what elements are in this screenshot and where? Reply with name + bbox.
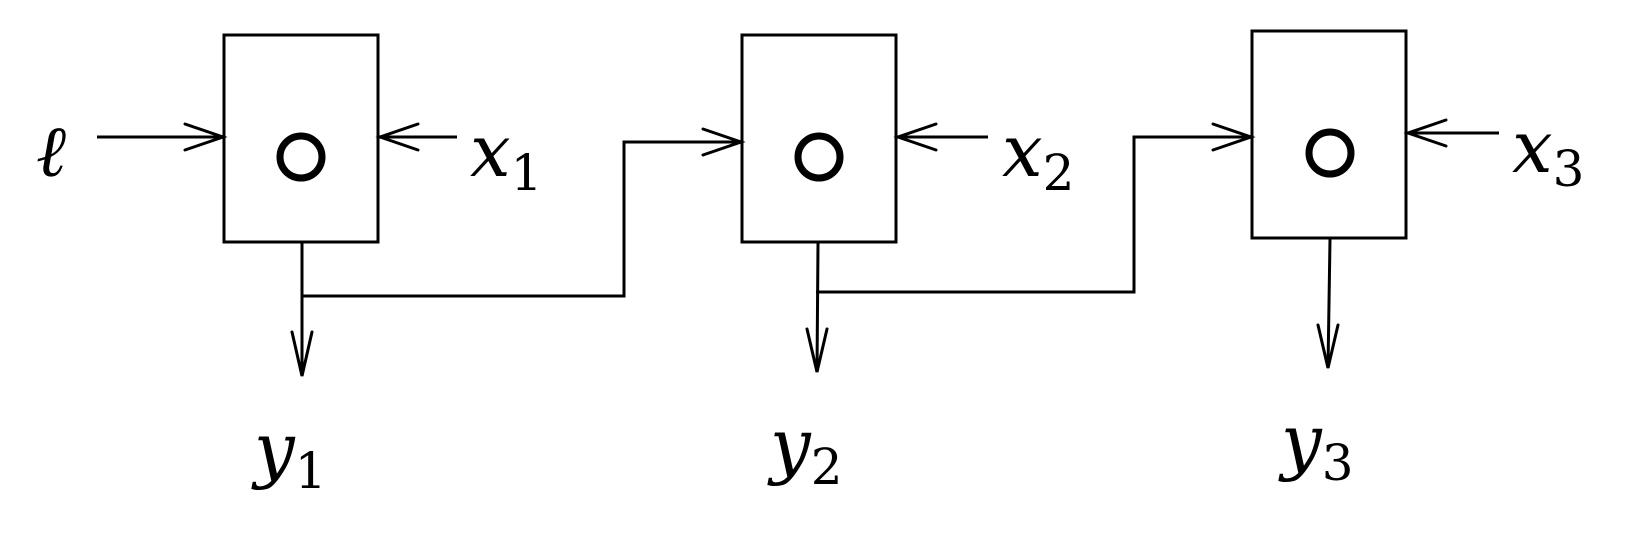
open-arrowhead-icon — [893, 122, 938, 152]
input-x3-arrow — [1403, 118, 1499, 148]
label-y1-symbol: y — [251, 407, 296, 491]
label-y2: y2 — [767, 403, 843, 496]
label-x2: x2 — [1002, 109, 1074, 202]
label-x3: x3 — [1512, 105, 1584, 198]
circle-ring-icon — [1305, 128, 1355, 178]
label-x3-subscript: 3 — [1553, 140, 1585, 198]
open-arrowhead-icon — [375, 122, 420, 152]
link-block2-to-block3 — [816, 122, 1256, 294]
open-arrowhead-icon — [290, 330, 314, 377]
label-y3-subscript: 3 — [1322, 434, 1354, 492]
label-x2-subscript: 2 — [1043, 144, 1075, 202]
open-arrowhead-icon — [1403, 118, 1448, 148]
link-block1-to-block2 — [302, 127, 746, 298]
label-y1-subscript: 1 — [295, 442, 327, 500]
label-x1: x1 — [470, 109, 542, 202]
label-y1: y1 — [251, 407, 327, 500]
input-x1-arrow — [375, 122, 457, 152]
circle-ring-icon — [276, 132, 326, 182]
block-1 — [222, 33, 380, 244]
circle-ring-icon — [794, 132, 844, 182]
open-arrowhead-icon — [805, 327, 829, 373]
label-ell-symbol: ℓ — [36, 109, 66, 193]
label-y2-subscript: 2 — [811, 438, 843, 496]
output-y1-arrow — [290, 243, 314, 377]
label-x3-symbol: x — [1512, 105, 1553, 189]
label-x1-symbol: x — [470, 109, 511, 193]
label-x2-symbol: x — [1002, 109, 1043, 193]
block-2 — [740, 33, 898, 244]
output-y2-arrow — [805, 242, 829, 373]
label-y2-symbol: y — [767, 403, 812, 487]
open-arrowhead-icon — [1316, 323, 1340, 369]
open-arrowhead-icon — [1211, 122, 1256, 152]
input-x2-arrow — [893, 122, 988, 152]
block-3 — [1250, 29, 1408, 240]
label-ell: ℓ — [36, 109, 66, 193]
label-x1-subscript: 1 — [511, 144, 543, 202]
input-ell-arrow — [97, 122, 228, 152]
open-arrowhead-icon — [701, 127, 746, 157]
label-y3-symbol: y — [1278, 399, 1323, 483]
label-y3: y3 — [1278, 399, 1354, 492]
open-arrowhead-icon — [183, 122, 228, 152]
output-y3-arrow — [1316, 238, 1340, 369]
